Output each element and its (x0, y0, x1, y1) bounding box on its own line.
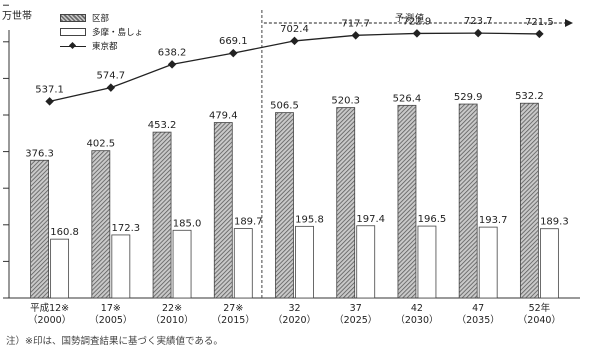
line-point-total (106, 83, 116, 92)
data-label-wards: 402.5 (87, 139, 116, 150)
x-tick-label: 42 (411, 303, 423, 314)
bar-wards (213, 122, 233, 299)
bar-wards (30, 159, 50, 299)
data-label-total: 669.1 (219, 36, 248, 47)
line-point-total (351, 31, 360, 40)
data-label-wards: 453.2 (148, 120, 177, 131)
x-tick-year: （2025） (334, 314, 377, 326)
line-point-total (229, 48, 238, 58)
legend-item-tama: 多摩・島しょ (60, 25, 143, 39)
unit-label: 万世帯 (2, 11, 32, 22)
x-tick-label: 37 (350, 303, 362, 314)
legend-label-tokyo: 東京都 (92, 42, 118, 52)
line-point-total (290, 36, 299, 46)
x-tick-label: 22※ (162, 303, 182, 314)
bar-wards (275, 112, 294, 299)
bar-tama (539, 228, 559, 299)
data-label-wards: 520.3 (331, 96, 360, 107)
bar-tama (478, 226, 498, 299)
x-tick-label: 27※ (223, 303, 243, 314)
x-tick-year: （2040） (518, 314, 561, 326)
bar-tama (233, 228, 253, 299)
line-point-total (45, 97, 54, 106)
data-label-tama: 185.0 (173, 218, 202, 229)
bar-wards (152, 131, 172, 299)
legend-label-wards: 区部 (92, 14, 110, 24)
x-tick-year: （2030） (395, 314, 438, 326)
legend: 区部 多摩・島しょ 東京都 (60, 11, 143, 53)
legend-swatch-hatched (60, 14, 86, 22)
legend-item-tokyo: 東京都 (60, 39, 143, 53)
data-label-total: 537.1 (35, 84, 64, 95)
data-label-total: 702.4 (280, 24, 309, 35)
data-label-tama: 160.8 (50, 227, 79, 238)
legend-swatch-white (60, 28, 86, 36)
x-tick-label: 32 (288, 303, 300, 314)
line-point-total (412, 29, 422, 38)
x-tick-year: （2015） (212, 314, 255, 326)
data-label-tama: 189.3 (540, 217, 569, 228)
bar-wards (519, 102, 539, 299)
data-label-total: 717.7 (341, 18, 370, 29)
x-tick-year: （2010） (150, 314, 193, 326)
bar-wards (336, 107, 356, 299)
x-tick-label: 平成12※ (30, 302, 69, 314)
data-label-wards: 506.5 (270, 101, 299, 112)
data-label-total: 574.7 (97, 71, 126, 82)
data-label-tama: 193.7 (479, 215, 508, 226)
data-label-total: 722.9 (403, 16, 432, 27)
legend-label-tama: 多摩・島しょ (92, 28, 144, 38)
x-tick-year: （2005） (89, 314, 132, 326)
x-tick-label: 17※ (101, 303, 121, 314)
data-label-wards: 526.4 (393, 93, 422, 104)
bar-wards (91, 150, 111, 299)
data-label-tama: 196.5 (418, 214, 447, 225)
bar-tama (50, 238, 70, 299)
bar-wards (397, 104, 417, 299)
bar-tama (356, 225, 376, 299)
line-point-total (167, 60, 177, 69)
x-tick-year: （2020） (273, 314, 316, 326)
bar-wards (458, 103, 478, 299)
data-label-tama: 195.8 (295, 214, 324, 225)
bar-tama (111, 234, 131, 299)
data-label-wards: 479.4 (209, 111, 238, 122)
x-tick-label: 52年 (529, 302, 551, 314)
forecast-label: 予測値 (395, 14, 426, 24)
x-tick-year: （2035） (457, 314, 500, 326)
data-label-wards: 532.2 (515, 91, 544, 102)
bar-tama (172, 229, 192, 299)
bar-tama (417, 225, 437, 299)
legend-swatch-line (60, 42, 86, 50)
data-label-tama: 172.3 (112, 223, 141, 234)
data-label-total: 723.7 (464, 16, 493, 27)
line-point-total (473, 28, 483, 38)
data-label-wards: 529.9 (454, 92, 483, 103)
data-label-total: 638.2 (158, 47, 187, 58)
line-point-total (535, 29, 544, 39)
data-label-wards: 376.3 (25, 148, 54, 159)
data-label-tama: 189.7 (234, 217, 263, 228)
legend-item-wards: 区部 (60, 11, 143, 25)
bar-tama (295, 225, 314, 299)
data-label-total: 721.5 (525, 17, 554, 28)
data-label-tama: 197.4 (356, 214, 385, 225)
x-tick-label: 47 (472, 303, 484, 314)
x-tick-year: （2000） (28, 314, 71, 326)
footnote: 注）※印は、国勢調査結果に基づく実績値である。 (6, 336, 223, 347)
